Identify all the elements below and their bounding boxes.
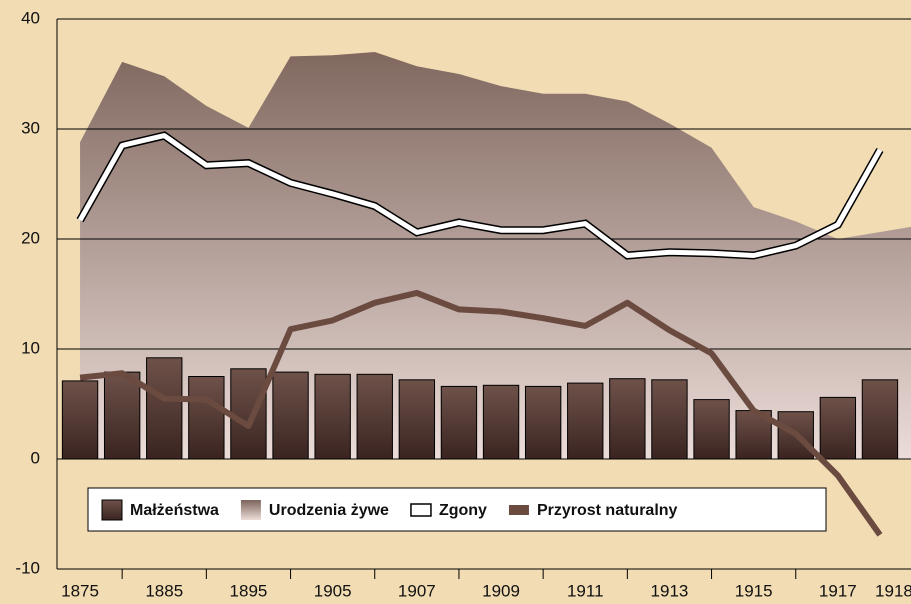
x-tick-label: 1875 (61, 581, 99, 600)
x-tick-label: 1895 (230, 581, 268, 600)
bar (861, 379, 899, 460)
x-tick-label: 1913 (651, 581, 689, 600)
bar (146, 357, 183, 460)
bar (819, 396, 857, 460)
line (79, 289, 883, 537)
bar (314, 373, 351, 460)
legend-swatch (101, 499, 123, 521)
x-tick-label: 1907 (398, 581, 436, 600)
bar (61, 380, 99, 460)
bar (693, 399, 730, 460)
bar (356, 373, 393, 460)
y-tick-label: 40 (21, 8, 40, 27)
x-tick-label: 1905 (314, 581, 352, 600)
bar (188, 376, 225, 460)
x-tick-label: 1915 (735, 581, 773, 600)
legend-label: Zgony (439, 502, 487, 519)
y-tick-label: 20 (21, 228, 40, 247)
bar (609, 378, 646, 460)
bar (567, 382, 604, 460)
legend-label: Małżeństwa (130, 502, 219, 519)
x-tick-label: 1918 (875, 581, 911, 600)
bar (272, 371, 309, 460)
line (77, 133, 883, 258)
x-tick-label: 1885 (145, 581, 183, 600)
x-tick-label: 1909 (482, 581, 520, 600)
legend-label: Przyrost naturalny (537, 502, 678, 519)
legend-swatch (410, 503, 432, 517)
bar (398, 379, 436, 460)
legend-label: Urodzenia żywe (269, 502, 389, 519)
y-tick-label: 0 (31, 448, 40, 467)
y-tick-label: 10 (21, 338, 40, 357)
bar (524, 385, 562, 460)
bar (440, 385, 478, 460)
bar (651, 379, 688, 460)
area-births (80, 52, 911, 459)
bar (230, 368, 267, 460)
legend-swatch (240, 500, 261, 520)
bar (103, 371, 141, 460)
x-tick-label: 1917 (819, 581, 857, 600)
y-tick-label: -10 (15, 558, 40, 577)
y-tick-label: 30 (21, 118, 40, 137)
legend-swatch (508, 505, 529, 515)
bar (482, 384, 520, 460)
legend-box (87, 487, 827, 532)
x-tick-label: 1911 (567, 581, 604, 600)
